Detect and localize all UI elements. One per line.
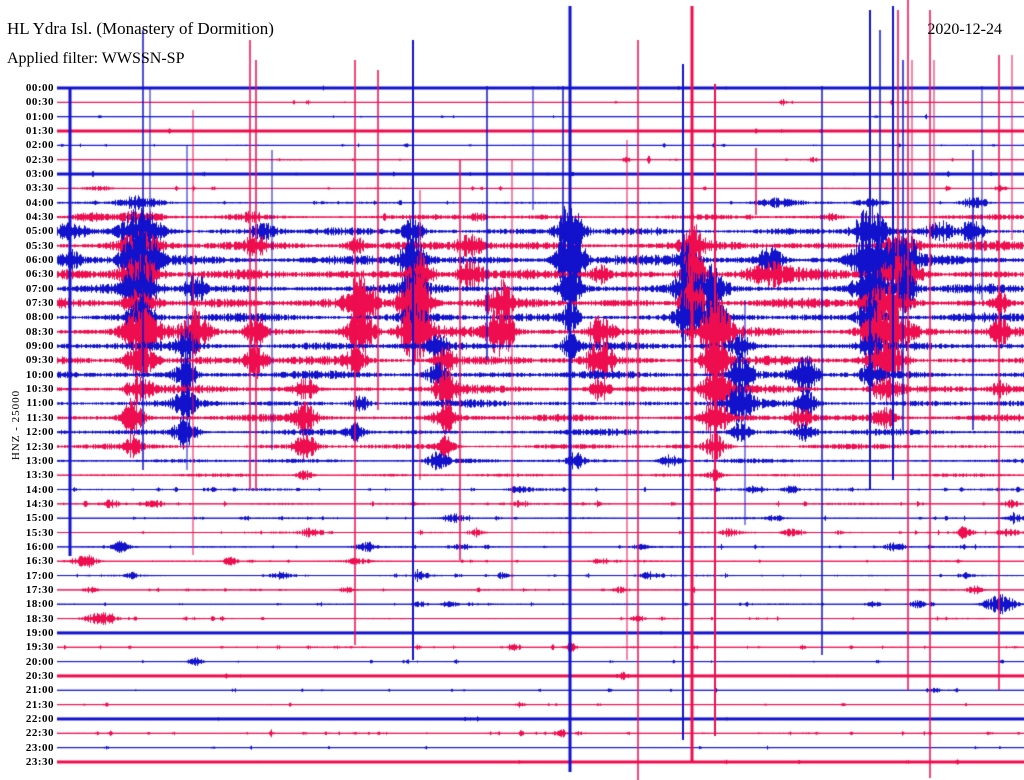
time-label-21:00: 21:00 (25, 684, 54, 697)
time-label-14:30: 14:30 (25, 497, 54, 510)
time-label-18:30: 18:30 (25, 612, 54, 625)
time-label-18:00: 18:00 (25, 598, 54, 611)
time-label-17:30: 17:30 (25, 583, 54, 596)
time-label-22:30: 22:30 (25, 727, 54, 740)
time-label-01:00: 01:00 (25, 110, 54, 123)
time-label-00:30: 00:30 (25, 96, 54, 109)
time-label-12:00: 12:00 (25, 426, 54, 439)
time-label-08:00: 08:00 (25, 311, 54, 324)
time-label-07:00: 07:00 (25, 282, 54, 295)
time-label-15:00: 15:00 (25, 512, 54, 525)
time-label-15:30: 15:30 (25, 526, 54, 539)
time-label-19:30: 19:30 (25, 641, 54, 654)
time-label-20:00: 20:00 (25, 655, 54, 668)
time-label-05:00: 05:00 (25, 225, 54, 238)
time-label-21:30: 21:30 (25, 698, 54, 711)
filter-label: Applied filter: WWSSN-SP (7, 50, 185, 67)
date-label: 2020-12-24 (927, 21, 1002, 38)
time-label-00:00: 00:00 (25, 82, 54, 94)
time-label-08:30: 08:30 (25, 325, 54, 338)
time-label-11:00: 11:00 (26, 397, 54, 410)
time-label-19:00: 19:00 (25, 626, 54, 639)
time-label-11:30: 11:30 (26, 411, 54, 424)
time-label-20:30: 20:30 (25, 669, 54, 682)
time-label-01:30: 01:30 (25, 125, 54, 138)
time-label-14:00: 14:00 (25, 483, 54, 496)
time-label-04:30: 04:30 (25, 211, 54, 224)
time-label-23:00: 23:00 (25, 741, 54, 754)
time-label-09:30: 09:30 (25, 354, 54, 367)
time-label-05:30: 05:30 (25, 239, 54, 252)
time-label-16:00: 16:00 (25, 540, 54, 553)
time-label-06:00: 06:00 (25, 254, 54, 267)
time-label-02:30: 02:30 (25, 153, 54, 166)
time-label-10:00: 10:00 (25, 368, 54, 381)
time-label-13:30: 13:30 (25, 469, 54, 482)
time-label-13:00: 13:00 (25, 454, 54, 467)
time-label-22:00: 22:00 (25, 712, 54, 725)
time-label-09:00: 09:00 (25, 340, 54, 353)
station-title: HL Ydra Isl. (Monastery of Dormition) (7, 19, 274, 38)
time-label-06:30: 06:30 (25, 268, 54, 281)
channel-scale-label: HNZ - 25000 (10, 389, 22, 461)
time-label-12:30: 12:30 (25, 440, 54, 453)
time-label-04:00: 04:00 (25, 196, 54, 209)
time-label-23:30: 23:30 (25, 755, 54, 768)
time-label-16:30: 16:30 (25, 555, 54, 568)
time-label-07:30: 07:30 (25, 297, 54, 310)
time-label-17:00: 17:00 (25, 569, 54, 582)
time-label-02:00: 02:00 (25, 139, 54, 152)
time-label-10:30: 10:30 (25, 383, 54, 396)
time-label-03:30: 03:30 (25, 182, 54, 195)
time-label-03:00: 03:00 (25, 168, 54, 181)
